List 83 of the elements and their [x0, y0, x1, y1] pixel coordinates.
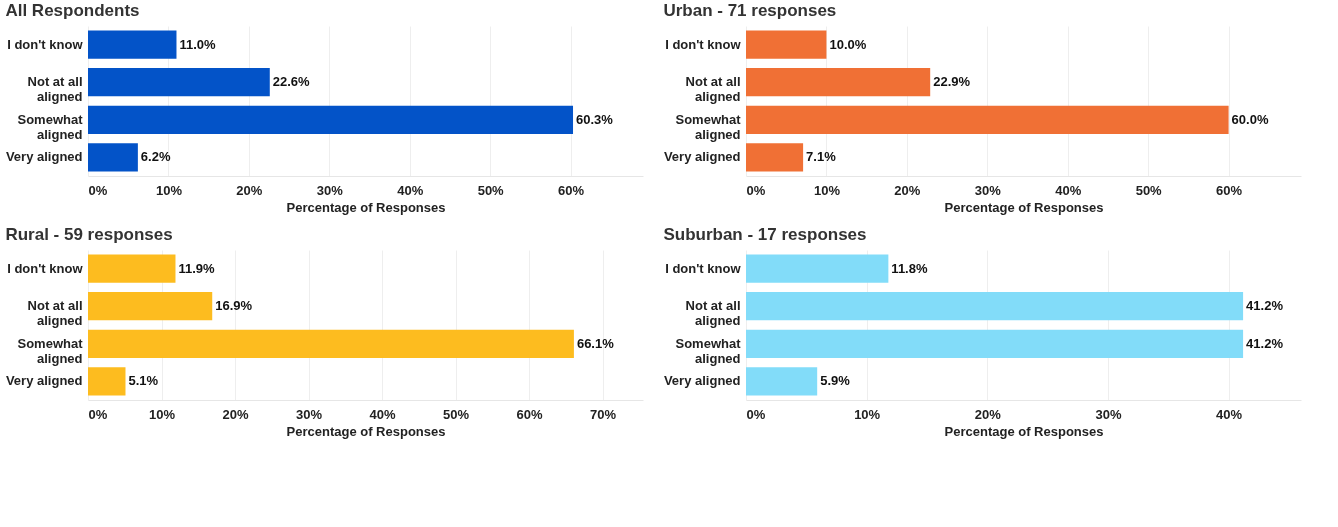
- x-tick-label: 30%: [974, 182, 1002, 198]
- x-tick-label: 40%: [397, 182, 424, 198]
- chart-title: All Respondents: [5, 1, 140, 20]
- chart-title: Suburban - 17 responses: [663, 225, 867, 244]
- x-tick-label: 0%: [88, 182, 108, 198]
- x-tick-label: 30%: [296, 406, 323, 422]
- bar: [746, 254, 889, 283]
- data-label: 41.2%: [1246, 335, 1284, 351]
- x-tick-label: 0%: [746, 182, 766, 198]
- data-label: 16.9%: [215, 298, 253, 314]
- bar: [746, 329, 1244, 358]
- bar: [88, 30, 177, 59]
- data-label: 6.2%: [140, 149, 171, 165]
- x-tick-label: 20%: [894, 182, 921, 198]
- x-tick-label: 10%: [854, 406, 881, 422]
- data-label: 60.0%: [1231, 111, 1269, 127]
- y-tick-label: Very aligned: [5, 373, 83, 389]
- x-tick-label: 50%: [1135, 182, 1163, 198]
- y-tick-label: I don't know: [665, 36, 742, 52]
- y-tick-label: Very aligned: [5, 149, 83, 165]
- data-label: 5.1%: [128, 373, 159, 389]
- x-tick-label: 20%: [974, 406, 1002, 422]
- x-tick-label: 40%: [1055, 182, 1082, 198]
- x-tick-label: 20%: [236, 182, 263, 198]
- data-label: 66.1%: [576, 335, 615, 351]
- chart-title: Rural - 59 responses: [5, 225, 173, 244]
- bar: [88, 329, 574, 358]
- y-tick-label: I don't know: [665, 260, 742, 276]
- data-label: 7.1%: [806, 149, 837, 165]
- bar: [746, 30, 827, 59]
- data-label: 60.3%: [576, 111, 614, 127]
- bar: [746, 292, 1244, 321]
- x-tick-label: 10%: [148, 406, 176, 422]
- x-tick-label: 0%: [746, 406, 766, 422]
- x-axis-title: Percentage of Responses: [944, 423, 1104, 439]
- y-tick-label: Not at all aligned: [685, 74, 741, 105]
- x-tick-label: 20%: [222, 406, 249, 422]
- bar: [88, 254, 176, 283]
- x-tick-label: 30%: [316, 182, 344, 198]
- x-axis-title: Percentage of Responses: [286, 423, 446, 439]
- y-tick-label: Somewhat aligned: [675, 111, 742, 142]
- x-tick-label: 40%: [369, 406, 396, 422]
- bar: [88, 367, 126, 396]
- y-tick-label: Not at all aligned: [27, 298, 83, 329]
- bar: [88, 292, 213, 321]
- data-label: 22.9%: [933, 74, 971, 90]
- data-label: 11.9%: [178, 260, 216, 276]
- data-label: 10.0%: [829, 36, 867, 52]
- x-tick-label: 70%: [590, 406, 617, 422]
- x-tick-label: 60%: [558, 182, 585, 198]
- data-label: 22.6%: [272, 74, 311, 90]
- bar: [88, 143, 138, 172]
- y-tick-label: Not at all aligned: [685, 298, 741, 329]
- bar: [746, 367, 818, 396]
- x-tick-label: 40%: [1216, 406, 1243, 422]
- y-tick-label: Somewhat aligned: [675, 335, 742, 366]
- data-label: 41.2%: [1246, 298, 1284, 314]
- x-tick-label: 50%: [477, 182, 505, 198]
- data-label: 5.9%: [820, 373, 851, 389]
- y-tick-label: Very aligned: [663, 149, 741, 165]
- bar: [746, 105, 1229, 134]
- bar: [88, 68, 270, 97]
- y-tick-label: Not at all aligned: [27, 74, 83, 105]
- y-tick-label: Very aligned: [663, 373, 741, 389]
- x-tick-label: 0%: [88, 406, 108, 422]
- x-tick-label: 30%: [1095, 406, 1122, 422]
- data-label: 11.0%: [179, 36, 217, 52]
- x-axis-title: Percentage of Responses: [286, 199, 446, 215]
- bar: [746, 143, 804, 172]
- x-tick-label: 60%: [1216, 182, 1243, 198]
- x-tick-label: 10%: [155, 182, 183, 198]
- y-tick-label: Somewhat aligned: [17, 335, 84, 366]
- y-tick-label: Somewhat aligned: [17, 111, 84, 142]
- bar: [88, 105, 574, 134]
- data-label: 11.8%: [891, 260, 928, 276]
- x-tick-label: 10%: [813, 182, 841, 198]
- x-tick-label: 60%: [516, 406, 543, 422]
- bar: [746, 68, 931, 97]
- chart-title: Urban - 71 responses: [663, 1, 837, 20]
- y-tick-label: I don't know: [7, 260, 84, 276]
- y-tick-label: I don't know: [7, 36, 84, 52]
- x-axis-title: Percentage of Responses: [944, 199, 1104, 215]
- x-tick-label: 50%: [443, 406, 470, 422]
